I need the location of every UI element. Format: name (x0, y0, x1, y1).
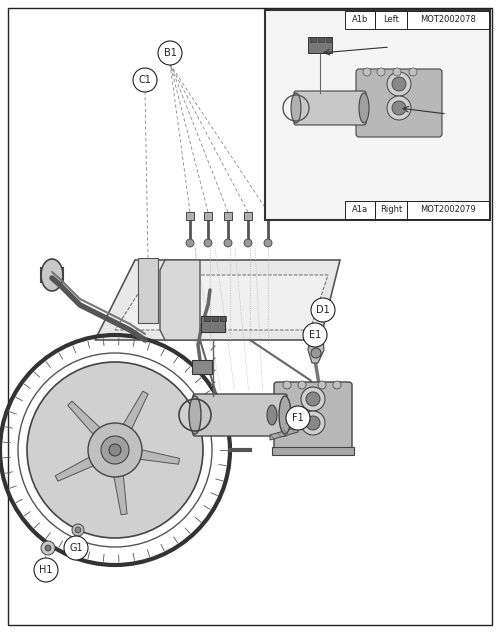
Circle shape (301, 387, 325, 411)
Circle shape (264, 239, 272, 247)
Circle shape (186, 239, 194, 247)
Circle shape (45, 545, 51, 551)
FancyBboxPatch shape (294, 91, 366, 125)
Text: Right: Right (380, 206, 402, 215)
Text: A1b: A1b (352, 15, 368, 25)
Bar (244, 212, 252, 220)
Text: C1: C1 (138, 75, 151, 85)
Circle shape (286, 406, 310, 430)
Circle shape (158, 41, 182, 65)
Circle shape (333, 381, 341, 389)
Bar (186, 212, 194, 220)
Text: Left: Left (383, 15, 399, 25)
Circle shape (224, 239, 232, 247)
Bar (407, 201, 489, 219)
Circle shape (41, 541, 55, 555)
Circle shape (75, 527, 81, 533)
Bar (345, 11, 375, 29)
Circle shape (409, 68, 417, 76)
Circle shape (377, 68, 385, 76)
Circle shape (387, 96, 411, 120)
Circle shape (363, 68, 371, 76)
Bar (375, 11, 407, 29)
Text: MOT2002078: MOT2002078 (420, 15, 476, 25)
Ellipse shape (279, 396, 291, 434)
FancyBboxPatch shape (193, 394, 287, 436)
Text: MOT2002079: MOT2002079 (420, 206, 476, 215)
FancyBboxPatch shape (356, 69, 442, 137)
Polygon shape (68, 401, 104, 437)
Ellipse shape (189, 396, 201, 434)
Polygon shape (113, 471, 127, 515)
Circle shape (392, 101, 406, 115)
Text: E1: E1 (309, 330, 321, 340)
Text: G1: G1 (69, 543, 83, 553)
Bar (264, 212, 272, 220)
Circle shape (283, 381, 291, 389)
Text: H1: H1 (39, 565, 53, 575)
Circle shape (298, 381, 306, 389)
Polygon shape (270, 427, 298, 440)
Circle shape (303, 323, 327, 347)
Circle shape (311, 348, 321, 358)
Bar (318, 37, 324, 42)
Circle shape (393, 68, 401, 76)
Circle shape (387, 72, 411, 96)
Bar (204, 212, 212, 220)
Circle shape (27, 362, 203, 538)
Bar (345, 201, 375, 219)
Polygon shape (115, 275, 328, 330)
Circle shape (306, 392, 320, 406)
Bar (375, 201, 407, 219)
Ellipse shape (267, 405, 277, 425)
Bar (265, 10, 490, 220)
Circle shape (109, 444, 121, 456)
Bar (212, 316, 218, 321)
Circle shape (301, 411, 325, 435)
Bar (201, 316, 225, 332)
Polygon shape (136, 449, 180, 464)
Ellipse shape (319, 409, 335, 431)
Polygon shape (95, 260, 340, 340)
Bar (224, 212, 232, 220)
Circle shape (311, 298, 335, 322)
Circle shape (64, 536, 88, 560)
Circle shape (34, 558, 58, 582)
FancyBboxPatch shape (274, 382, 352, 450)
Bar (220, 316, 226, 321)
Circle shape (133, 68, 157, 92)
Text: A1a: A1a (352, 206, 368, 215)
Bar (326, 37, 332, 42)
Circle shape (244, 239, 252, 247)
Circle shape (88, 423, 142, 477)
Polygon shape (56, 455, 98, 481)
Ellipse shape (291, 93, 301, 123)
Text: D1: D1 (316, 305, 330, 315)
Circle shape (204, 239, 212, 247)
Circle shape (101, 436, 129, 464)
Text: B1: B1 (164, 48, 176, 58)
Circle shape (306, 416, 320, 430)
Bar (407, 11, 489, 29)
Ellipse shape (359, 93, 369, 123)
Circle shape (392, 77, 406, 91)
Bar (204, 316, 210, 321)
Ellipse shape (41, 259, 63, 291)
Polygon shape (160, 260, 200, 340)
Bar (192, 360, 212, 374)
Bar (138, 258, 158, 323)
Polygon shape (308, 325, 324, 363)
Bar (310, 37, 316, 42)
Circle shape (318, 381, 326, 389)
Circle shape (72, 524, 84, 536)
Polygon shape (121, 391, 148, 433)
Bar (272, 447, 354, 455)
Text: F1: F1 (292, 413, 304, 423)
Bar (308, 37, 332, 53)
